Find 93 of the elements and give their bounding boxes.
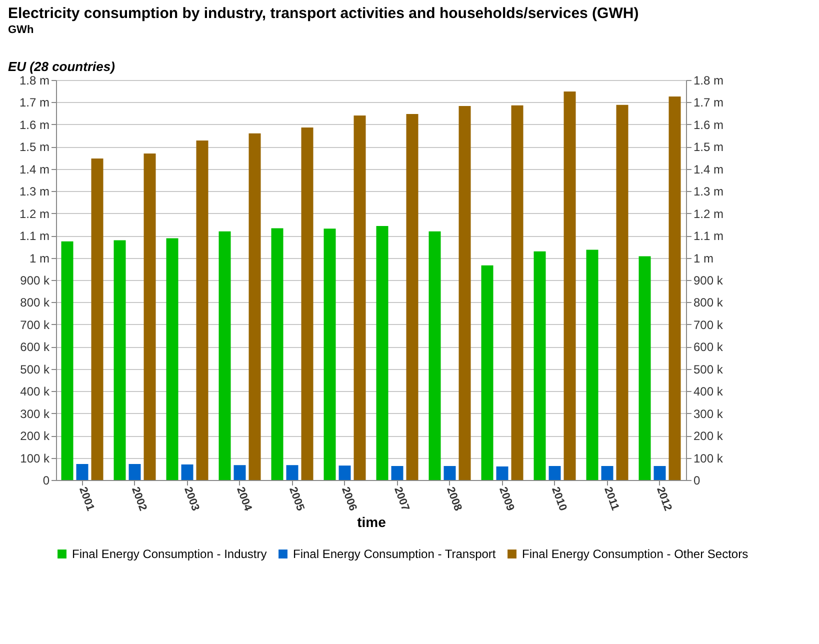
- bar: [286, 465, 298, 480]
- bar: [61, 241, 74, 480]
- bar: [534, 251, 546, 480]
- bar: [196, 140, 208, 480]
- bar: [91, 158, 104, 480]
- bar: [458, 106, 471, 480]
- bar: [391, 466, 404, 480]
- y2-tick-label: 400 k: [694, 384, 724, 399]
- y-tick-label: 1.3 m: [19, 184, 50, 199]
- x-tick-label: 2005: [286, 485, 306, 513]
- bar: [376, 226, 388, 480]
- bar: [338, 466, 351, 480]
- y2-tick-label: 1.5 m: [694, 140, 724, 154]
- y2-tick-label: 1.7 m: [694, 96, 724, 110]
- y2-tick-label: 1.4 m: [694, 162, 724, 176]
- y-tick-label: 300 k: [20, 406, 50, 421]
- bar: [271, 228, 284, 480]
- y2-tick-label: 200 k: [694, 429, 724, 444]
- x-tick-label: 2008: [444, 485, 464, 513]
- legend-label: Final Energy Consumption - Transport: [293, 547, 496, 561]
- x-tick-label: 2009: [496, 485, 516, 513]
- chart-title: Electricity consumption by industry, transport activities and households/services (GWH): [8, 5, 639, 22]
- y2-tick-label: 1 m: [694, 251, 714, 266]
- y2-tick-label: 1.8 m: [694, 74, 724, 88]
- y2-tick-label: 1.6 m: [694, 118, 724, 132]
- bar: [548, 466, 561, 480]
- x-tick-label: 2004: [234, 485, 254, 514]
- y-tick-label: 1.4 m: [19, 162, 50, 176]
- x-tick-label: 2001: [76, 485, 96, 513]
- y-tick-label: 500 k: [20, 362, 50, 376]
- x-tick-label: 2006: [339, 485, 359, 513]
- y-tick-label: 400 k: [20, 384, 50, 399]
- bar: [324, 228, 336, 480]
- y2-tick-label: 0: [694, 474, 700, 488]
- y2-tick-label: 700 k: [694, 318, 724, 332]
- bar: [144, 154, 156, 480]
- y2-tick-label: 600 k: [694, 340, 724, 354]
- y-tick-label: 1.5 m: [19, 140, 50, 154]
- y-tick-label: 1.2 m: [19, 206, 50, 221]
- bar: [511, 105, 524, 480]
- bar: [128, 464, 141, 480]
- bar: [354, 116, 366, 480]
- y-tick-label: 100 k: [20, 451, 50, 466]
- y-tick-label: 0: [42, 474, 50, 488]
- bar: [601, 466, 614, 480]
- y-tick-label: 1 m: [29, 251, 50, 266]
- bar: [248, 133, 261, 480]
- y-tick-label: 200 k: [20, 429, 50, 444]
- y-tick-label: 1.1 m: [19, 229, 50, 244]
- x-tick-label: 2003: [182, 485, 202, 513]
- chart-subtitle: GWh: [8, 24, 34, 36]
- x-tick-label: 2011: [602, 485, 622, 512]
- x-tick-label: 2007: [392, 485, 412, 513]
- x-axis-title: time: [357, 514, 386, 530]
- bar: [586, 250, 598, 480]
- bar: [496, 466, 508, 480]
- x-tick-label: 2010: [549, 485, 569, 513]
- text: EU (28 countries): [8, 59, 115, 74]
- y-tick-label: 1.7 m: [19, 96, 50, 110]
- y-tick-label: 1.8 m: [19, 74, 50, 88]
- y2-tick-label: 300 k: [694, 406, 724, 421]
- bar: [564, 92, 576, 480]
- bar: [654, 466, 666, 480]
- y2-tick-label: 100 k: [694, 451, 724, 466]
- y-tick-label: 800 k: [20, 296, 50, 310]
- bar: [616, 104, 628, 480]
- y2-tick-label: 800 k: [694, 296, 724, 310]
- bar: [481, 265, 494, 480]
- y-tick-label: 900 k: [20, 274, 50, 288]
- bar: [234, 465, 246, 480]
- y-tick-label: 700 k: [20, 318, 50, 332]
- bar: [166, 238, 178, 480]
- bar: [444, 466, 456, 480]
- y2-tick-label: 900 k: [694, 274, 724, 288]
- y2-tick-label: 500 k: [694, 362, 724, 376]
- x-tick-label: 2012: [654, 485, 674, 513]
- bar: [114, 240, 126, 480]
- bar: [428, 231, 441, 480]
- legend-label: Final Energy Consumption - Industry: [72, 547, 267, 561]
- bar: [668, 96, 681, 480]
- bar: [301, 128, 314, 480]
- y2-tick-label: 1.1 m: [694, 229, 724, 244]
- y2-tick-label: 1.2 m: [694, 206, 724, 221]
- bar: [181, 464, 194, 480]
- legend-label: Final Energy Consumption - Other Sectors: [522, 547, 748, 561]
- y2-tick-label: 1.3 m: [694, 184, 724, 199]
- x-tick-label: 2002: [129, 485, 149, 513]
- bar: [76, 464, 88, 480]
- y-tick-label: 1.6 m: [19, 118, 50, 132]
- y-tick-label: 600 k: [20, 340, 50, 354]
- bar: [638, 256, 651, 480]
- bar: [406, 114, 418, 480]
- bar: [218, 231, 231, 480]
